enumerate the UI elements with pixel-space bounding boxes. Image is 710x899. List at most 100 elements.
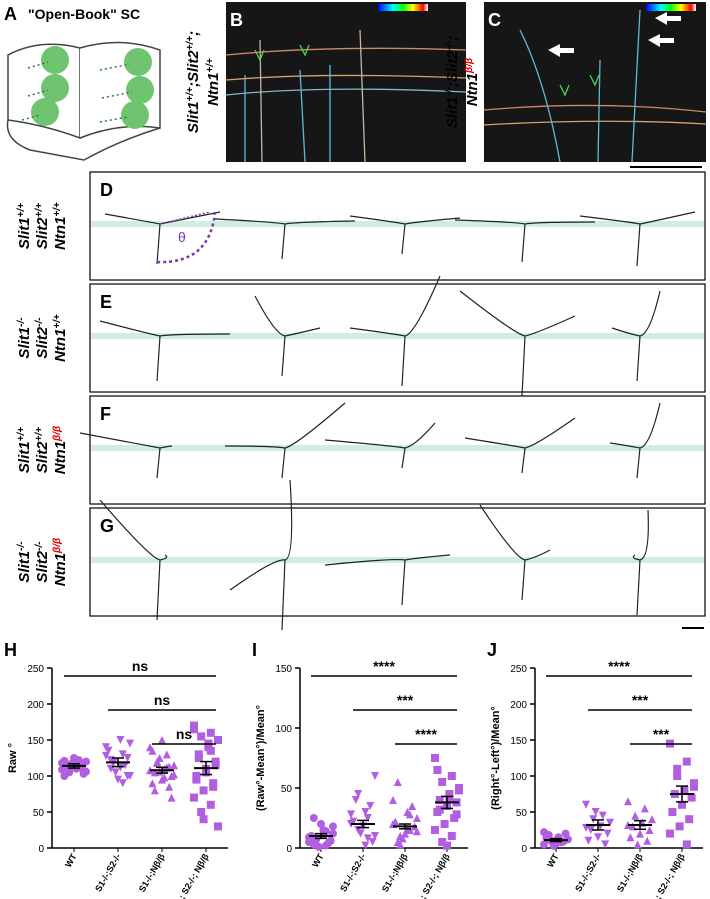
x-tick-label: S1-/-;S2-/- <box>93 852 123 893</box>
panel-letter: B <box>230 10 243 30</box>
genotype-label: Slit1+/+;Slit2+/+;Ntn1+/+ <box>185 31 223 133</box>
y-axis-label: Raw ° <box>7 743 19 773</box>
data-point <box>214 822 222 831</box>
significance-label: *** <box>653 726 670 742</box>
data-point <box>199 815 208 824</box>
genotype-segment: Slit2 <box>34 217 51 249</box>
genotype-segment: +/+ <box>205 58 216 73</box>
x-tick-label: WT <box>63 852 79 870</box>
color-scale <box>646 4 696 11</box>
data-point <box>561 829 570 838</box>
angle-arc <box>156 211 217 264</box>
genotype-segment: Slit1 <box>16 441 33 473</box>
axon-trace <box>324 422 436 469</box>
data-point <box>317 820 325 828</box>
axon-trace <box>459 290 576 397</box>
genotype-label: Slit1+/+Slit2+/+Ntn1β/β <box>16 426 70 475</box>
genotype-line: Ntn1+/+ <box>205 58 223 106</box>
axon-trace <box>79 432 173 479</box>
data-point <box>678 800 686 809</box>
data-point <box>368 838 377 846</box>
genotype-segment: +/+ <box>185 36 196 51</box>
genotype-segment: +/+ <box>185 87 196 102</box>
data-point <box>79 769 88 778</box>
genotype-segment: Ntn1 <box>52 217 69 250</box>
data-point <box>640 804 649 813</box>
data-point <box>354 790 363 798</box>
genotype-segment: +/+ <box>52 314 63 329</box>
genotype-line: Slit2-/- <box>34 317 52 359</box>
data-point <box>190 721 198 730</box>
y-tick-label: 250 <box>27 664 44 675</box>
data-point <box>433 766 442 774</box>
genotype-segment: Slit2 <box>34 550 51 582</box>
data-point <box>158 736 166 744</box>
genotype-segment: -/- <box>444 86 455 96</box>
axon-trace <box>479 504 551 601</box>
data-point <box>685 815 694 824</box>
significance-label: **** <box>608 658 630 674</box>
data-point <box>594 833 602 842</box>
panel-letter: G <box>100 516 114 536</box>
panel-letter: A <box>4 4 17 24</box>
axon-trace <box>464 417 576 474</box>
x-tick-label: S1-/-;Nβ/β <box>615 852 645 894</box>
data-point <box>211 761 220 770</box>
micrograph <box>484 2 706 162</box>
data-point <box>445 793 454 802</box>
data-point <box>682 840 691 849</box>
axon-trace <box>349 275 441 387</box>
data-point <box>123 754 132 762</box>
micrograph-axons <box>483 9 707 163</box>
data-point <box>673 764 682 773</box>
data-point <box>371 772 379 780</box>
axon-trace <box>611 290 661 382</box>
data-point <box>118 750 127 759</box>
genotype-segment: β/β <box>464 58 475 74</box>
data-point <box>389 796 397 804</box>
genotype-segment: β/β <box>52 538 63 554</box>
y-tick-label: 250 <box>510 664 527 675</box>
y-tick-label: 100 <box>510 772 527 783</box>
data-point <box>648 815 656 824</box>
y-tick-label: 50 <box>516 808 528 819</box>
axon-trace <box>579 211 696 267</box>
panel-letter: D <box>100 180 113 200</box>
data-point <box>309 814 318 822</box>
data-point <box>192 775 201 784</box>
data-point <box>363 814 372 822</box>
data-point <box>324 839 333 848</box>
genotype-segment: -/- <box>444 40 455 50</box>
genotype-segment: ;Slit2 <box>444 50 461 87</box>
data-point <box>606 818 614 827</box>
data-point <box>598 811 607 820</box>
data-point <box>440 820 449 828</box>
genotype-segment: ; <box>185 31 202 36</box>
genotype-segment: +/+ <box>16 203 27 218</box>
data-point <box>447 772 456 780</box>
axon-trace <box>254 295 321 377</box>
genotype-segment: -/- <box>16 541 27 551</box>
axon-trace <box>609 402 661 479</box>
axon-trace <box>229 479 293 631</box>
genotype-segment: Slit1 <box>444 96 461 128</box>
genotype-line: Slit1-/- <box>16 541 34 583</box>
data-point <box>366 802 375 810</box>
data-point <box>682 757 691 766</box>
data-point <box>190 793 198 802</box>
x-tick-label: S1-/-;S2-/- <box>338 852 368 893</box>
data-point <box>447 832 456 840</box>
data-point <box>347 810 355 819</box>
data-point <box>314 842 323 851</box>
panel-letter: E <box>100 292 112 312</box>
data-point <box>116 736 125 744</box>
significance-label: **** <box>415 726 437 742</box>
panel-title: "Open-Book" SC <box>28 6 140 22</box>
genotype-line: Ntn1+/+ <box>52 314 70 362</box>
data-point <box>431 826 439 834</box>
color-scale <box>378 4 428 11</box>
data-point <box>82 757 90 766</box>
significance-label: ns <box>154 692 171 708</box>
midline <box>91 333 704 339</box>
